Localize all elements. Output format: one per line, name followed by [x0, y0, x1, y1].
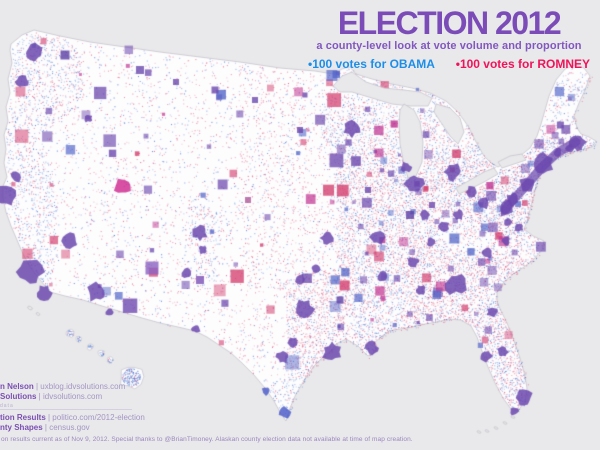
- footnote: on results current as of Nov 9, 2012. Sp…: [1, 436, 413, 443]
- legend-romney-label: •100 votes for ROMNEY: [455, 57, 590, 71]
- title-block: ELECTION 2012 a county-level look at vot…: [306, 7, 592, 71]
- subtitle: a county-level look at vote volume and p…: [316, 40, 582, 52]
- credit-company-line: Solutions | idvsolutions.com: [0, 392, 145, 402]
- credit-results-url: | politico.com/2012-election: [45, 413, 145, 422]
- legend: •100 votes for OBAMA •100 votes for ROMN…: [306, 57, 592, 71]
- credit-author-url: | uxblog.idvsolutions.com: [33, 382, 126, 391]
- credit-company-name: Solutions: [0, 391, 37, 401]
- credit-author-line: n Nelson | uxblog.idvsolutions.com: [0, 382, 145, 392]
- credit-shapes-line: nty Shapes | census.gov: [0, 423, 145, 433]
- credits-divider-label: data: [0, 403, 14, 409]
- credit-shapes-url: | census.gov: [42, 422, 90, 432]
- credits-divider: data: [0, 402, 132, 410]
- credit-company-url: | idvsolutions.com: [36, 391, 103, 401]
- credit-author-name: n Nelson: [0, 382, 34, 391]
- credits-block: n Nelson | uxblog.idvsolutions.com Solut…: [0, 382, 145, 432]
- credit-results-name: tion Results: [0, 413, 46, 422]
- credit-shapes-name: nty Shapes: [0, 422, 43, 432]
- page-title: ELECTION 2012: [337, 5, 562, 41]
- credit-results-line: tion Results | politico.com/2012-electio…: [0, 413, 145, 423]
- legend-obama-label: •100 votes for OBAMA: [308, 57, 435, 71]
